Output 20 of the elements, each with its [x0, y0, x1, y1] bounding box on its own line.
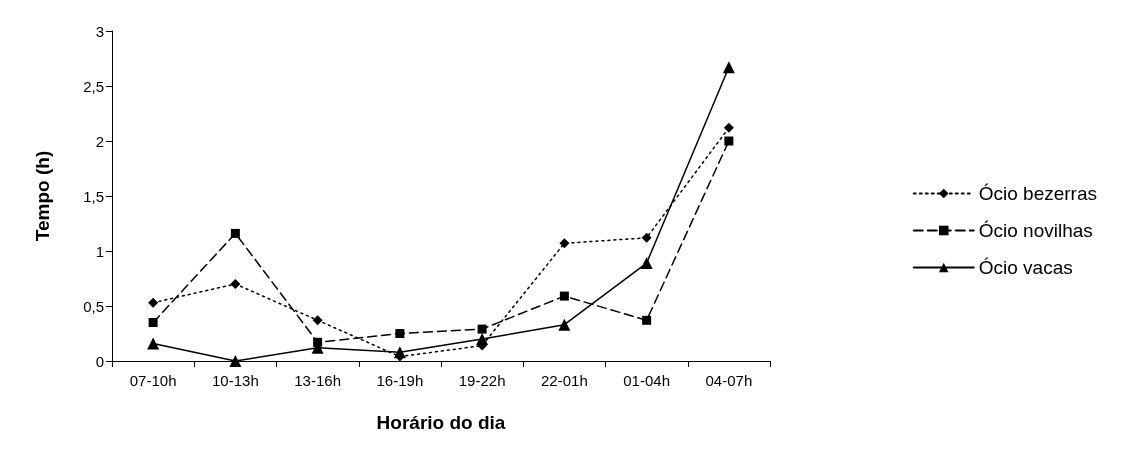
legend-label: Ócio novilhas	[978, 220, 1093, 241]
legend-label: Ócio bezerras	[978, 183, 1098, 204]
x-tick-label: 07-10h	[129, 372, 177, 389]
y-tick-label: 0,5	[83, 297, 104, 315]
y-tick-label: 2	[95, 132, 104, 150]
x-tick-label: 13-16h	[294, 372, 341, 389]
x-tick-label: 04-07h	[705, 372, 753, 389]
x-axis-title: Horário do dia	[376, 412, 506, 433]
x-tick-label: 19-22h	[458, 372, 506, 389]
legend-label: Ócio vacas	[978, 257, 1073, 278]
y-tick-label: 3	[95, 22, 104, 40]
x-tick-label: 01-04h	[623, 372, 670, 389]
y-tick-label: 1,5	[83, 187, 104, 205]
x-tick-label: 16-19h	[376, 372, 424, 389]
y-tick-label: 1	[95, 242, 104, 260]
y-tick-label: 0	[95, 352, 104, 370]
y-tick-label: 2,5	[83, 77, 104, 95]
y-axis-title: Tempo (h)	[32, 150, 53, 242]
x-tick-label: 22-01h	[541, 372, 588, 389]
x-tick-label: 10-13h	[212, 372, 259, 389]
